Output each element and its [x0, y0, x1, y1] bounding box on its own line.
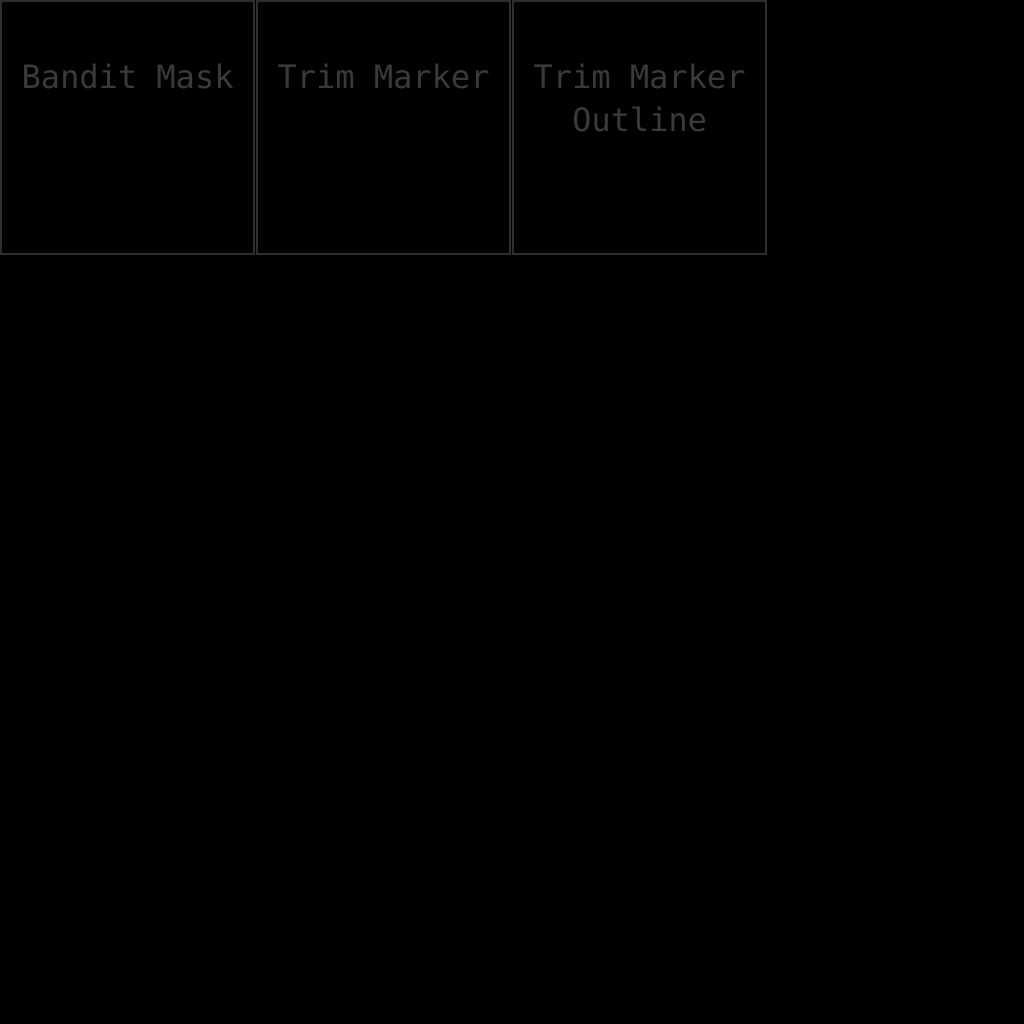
cell-bandit-mask: Bandit Mask [0, 0, 255, 255]
cell-label-bandit-mask: Bandit Mask [21, 58, 234, 96]
cell-label-trim-marker-outline: Trim Marker Outline [533, 58, 746, 139]
texture-cell-row: Bandit Mask Trim Marker Trim Marker Outl… [0, 0, 767, 255]
cell-trim-marker-outline: Trim Marker Outline [512, 0, 767, 255]
cell-label-trim-marker: Trim Marker [277, 58, 490, 96]
cell-trim-marker: Trim Marker [256, 0, 511, 255]
